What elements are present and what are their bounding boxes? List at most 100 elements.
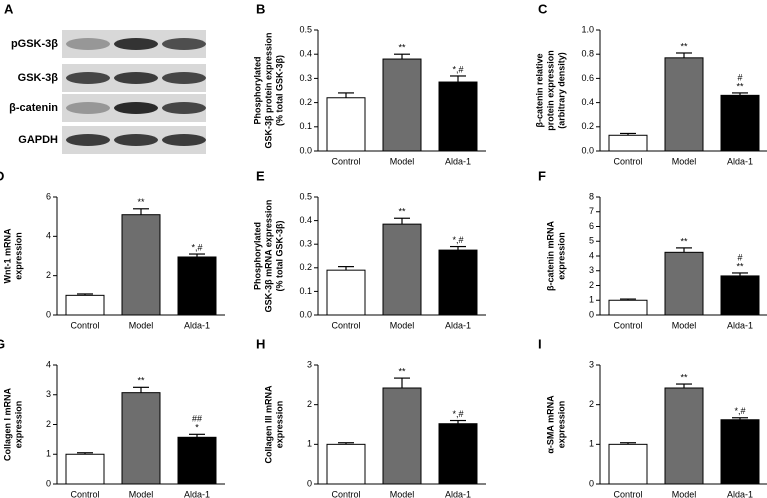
x-tick-label: Control xyxy=(70,489,99,498)
bar xyxy=(608,443,648,485)
x-tick-label: Model xyxy=(672,489,697,498)
y-tick-label: 0.0 xyxy=(299,145,312,155)
significance-mark: *,# xyxy=(191,242,202,252)
y-tick-label: 1.0 xyxy=(581,24,594,34)
y-tick-label: 2 xyxy=(307,399,312,409)
y-tick-label: 0 xyxy=(307,478,312,488)
bar xyxy=(664,57,704,152)
y-tick-label: 0 xyxy=(589,478,594,488)
y-tick-label: 0.0 xyxy=(581,145,594,155)
x-tick-label: Alda-1 xyxy=(445,489,471,498)
x-tick-label: Alda-1 xyxy=(445,320,471,330)
bar xyxy=(720,419,760,485)
y-axis-label: expression xyxy=(556,232,566,280)
y-axis-label: Wnt-1 mRNA xyxy=(2,228,12,283)
y-tick-label: 8 xyxy=(589,191,594,201)
y-tick-label: 5 xyxy=(589,236,594,246)
x-tick-label: Model xyxy=(390,489,415,498)
y-tick-label: 0.3 xyxy=(299,239,312,249)
y-tick-label: 0.1 xyxy=(299,286,312,296)
y-tick-label: 4 xyxy=(589,250,594,260)
y-axis-label: (% total GSK-3β) xyxy=(274,55,284,126)
y-tick-label: 0.6 xyxy=(581,73,594,83)
y-tick-label: 2 xyxy=(46,270,51,280)
bar xyxy=(326,443,366,485)
bar xyxy=(121,214,161,316)
bar xyxy=(664,387,704,485)
significance-mark: ## xyxy=(192,414,202,424)
panel-letter: F xyxy=(538,168,546,183)
significance-mark: *,# xyxy=(452,235,463,245)
bar xyxy=(121,392,161,485)
significance-mark: ** xyxy=(680,236,688,246)
y-tick-label: 0.4 xyxy=(299,49,312,59)
significance-mark: ** xyxy=(680,41,688,51)
y-axis-label: expression xyxy=(13,401,23,449)
panel-letter: C xyxy=(538,1,548,16)
blot-band xyxy=(162,72,206,84)
panel-letter: E xyxy=(256,168,265,183)
bar xyxy=(177,256,217,316)
blot-band xyxy=(114,134,158,146)
y-tick-label: 0.3 xyxy=(299,73,312,83)
y-tick-label: 0.2 xyxy=(299,97,312,107)
y-tick-label: 2 xyxy=(589,280,594,290)
y-tick-label: 0.0 xyxy=(299,309,312,319)
y-tick-label: 0 xyxy=(589,309,594,319)
blot-band xyxy=(162,102,206,114)
x-tick-label: Alda-1 xyxy=(727,320,753,330)
significance-mark: *,# xyxy=(734,406,745,416)
bar xyxy=(382,387,422,485)
x-tick-label: Control xyxy=(613,489,642,498)
blot-band xyxy=(66,72,110,84)
x-tick-label: Control xyxy=(70,320,99,330)
y-axis-label: expression xyxy=(13,232,23,280)
x-tick-label: Model xyxy=(390,156,415,166)
y-axis-label: expression xyxy=(556,401,566,449)
x-tick-label: Model xyxy=(390,320,415,330)
x-tick-label: Model xyxy=(129,320,154,330)
bar xyxy=(326,269,366,316)
significance-mark: ** xyxy=(736,81,744,91)
x-tick-label: Control xyxy=(331,156,360,166)
significance-mark: ** xyxy=(680,372,688,382)
y-axis-label: protein expression xyxy=(545,50,555,131)
y-tick-label: 0.5 xyxy=(299,191,312,201)
x-tick-label: Control xyxy=(331,489,360,498)
x-tick-label: Control xyxy=(331,320,360,330)
y-tick-label: 0.8 xyxy=(581,49,594,59)
panel-letter: I xyxy=(538,336,542,351)
y-tick-label: 0.2 xyxy=(581,121,594,131)
blot-band xyxy=(162,134,206,146)
y-tick-label: 4 xyxy=(46,231,51,241)
bar xyxy=(720,94,760,152)
y-axis-label: (% total GSK-3β) xyxy=(274,221,284,292)
y-tick-label: 6 xyxy=(589,221,594,231)
blot-label: β-catenin xyxy=(9,102,58,114)
y-tick-label: 0.1 xyxy=(299,121,312,131)
blot-band xyxy=(66,134,110,146)
y-tick-label: 0.2 xyxy=(299,262,312,272)
blot-band xyxy=(114,38,158,50)
bar xyxy=(720,275,760,316)
blot-label: GAPDH xyxy=(18,134,58,146)
blot-band xyxy=(114,72,158,84)
significance-mark: *,# xyxy=(452,64,463,74)
blot-band xyxy=(114,102,158,114)
y-tick-label: 1 xyxy=(46,449,51,459)
y-tick-label: 2 xyxy=(46,419,51,429)
y-axis-label: Collagen I mRNA xyxy=(2,388,12,462)
bar xyxy=(382,58,422,152)
y-tick-label: 0 xyxy=(46,309,51,319)
blot-band xyxy=(66,38,110,50)
y-axis-label: Phosphorylated xyxy=(252,56,262,124)
y-tick-label: 0 xyxy=(46,478,51,488)
x-tick-label: Alda-1 xyxy=(184,489,210,498)
y-tick-label: 2 xyxy=(589,399,594,409)
significance-mark: ** xyxy=(398,207,406,217)
bar xyxy=(326,97,366,152)
y-tick-label: 0.5 xyxy=(299,24,312,34)
y-tick-label: 1 xyxy=(589,439,594,449)
x-tick-label: Alda-1 xyxy=(445,156,471,166)
